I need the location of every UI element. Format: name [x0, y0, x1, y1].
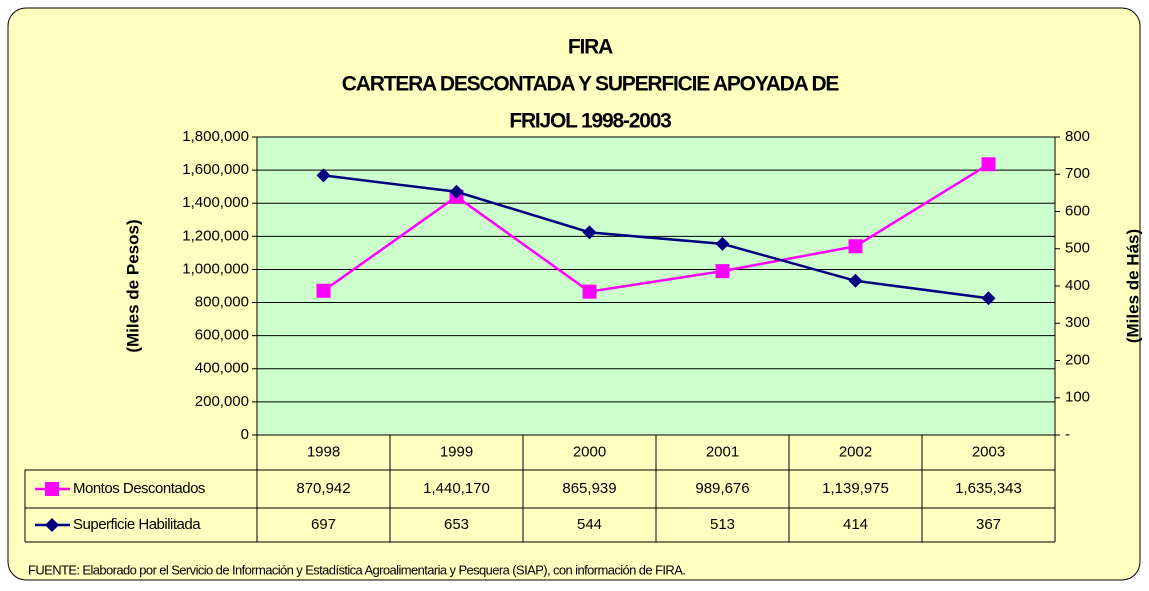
y-tick-label: 1,600,000 — [182, 161, 249, 178]
y-tick-label: 800,000 — [195, 294, 249, 311]
x-tick-label: 2001 — [706, 443, 739, 460]
y-tick-label: 1,400,000 — [182, 194, 249, 211]
point — [582, 225, 597, 240]
table-value: 414 — [843, 516, 868, 533]
point — [715, 264, 730, 279]
plot-area — [256, 136, 1056, 436]
y-tick-label: 0 — [241, 426, 249, 443]
table-value: 513 — [710, 516, 735, 533]
legend-label: Montos Descontados — [73, 480, 205, 497]
table-value: 367 — [976, 516, 1001, 533]
x-tick-label: 1999 — [440, 443, 473, 460]
y2-tick-label: 400 — [1065, 277, 1090, 294]
table-value: 653 — [444, 516, 469, 533]
table-value: 697 — [311, 516, 336, 533]
point — [316, 283, 331, 298]
y-tick-label: 1,200,000 — [182, 227, 249, 244]
table-value: 1,635,343 — [955, 480, 1022, 497]
x-tick-label: 2002 — [839, 443, 872, 460]
y2-tick-label: 800 — [1065, 128, 1090, 145]
point — [848, 239, 863, 254]
series-line — [322, 163, 990, 293]
y2-tick-label: 500 — [1065, 240, 1090, 257]
table-value: 1,139,975 — [822, 480, 889, 497]
y2-axis-label: (Miles de Hás) — [1123, 229, 1142, 343]
x-tick-label: 2000 — [573, 443, 606, 460]
y-tick-label: 1,800,000 — [182, 128, 249, 145]
y2-tick-label: 200 — [1065, 351, 1090, 368]
x-tick-label: 1998 — [307, 443, 340, 460]
source-note: FUENTE: Elaborado por el Servicio de Inf… — [28, 562, 685, 577]
point — [582, 284, 597, 299]
legend-label: Superficie Habilitada — [73, 516, 201, 533]
point — [316, 168, 331, 183]
table-value: 1,440,170 — [423, 480, 490, 497]
y-tick-label: 1,000,000 — [182, 260, 249, 277]
table-value: 989,676 — [695, 480, 749, 497]
y2-tick-label: 300 — [1065, 314, 1090, 331]
chart-title: FRIJOL 1998-2003 — [509, 110, 671, 133]
point — [981, 157, 996, 172]
point — [715, 236, 730, 251]
y2-tick-label: 700 — [1065, 165, 1090, 182]
y2-tick-label: 600 — [1065, 202, 1090, 219]
table-value: 544 — [577, 516, 602, 533]
point — [449, 184, 464, 199]
table-value: 865,939 — [562, 480, 616, 497]
y-axis-label: (Miles de Pesos) — [123, 219, 142, 352]
legend-marker — [45, 482, 59, 496]
series-line — [323, 174, 989, 300]
point — [981, 291, 996, 306]
table-value: 870,942 — [296, 480, 350, 497]
chart-title: FIRA — [568, 36, 613, 59]
point — [848, 273, 863, 288]
y2-tick-label: - — [1065, 426, 1070, 443]
chart-title: CARTERA DESCONTADA Y SUPERFICIE APOYADA … — [342, 73, 840, 96]
y2-tick-label: 100 — [1065, 389, 1090, 406]
y-tick-label: 200,000 — [195, 393, 249, 410]
y-tick-label: 400,000 — [195, 360, 249, 377]
y-tick-label: 600,000 — [195, 327, 249, 344]
legend-marker — [45, 518, 59, 532]
x-tick-label: 2003 — [972, 443, 1005, 460]
